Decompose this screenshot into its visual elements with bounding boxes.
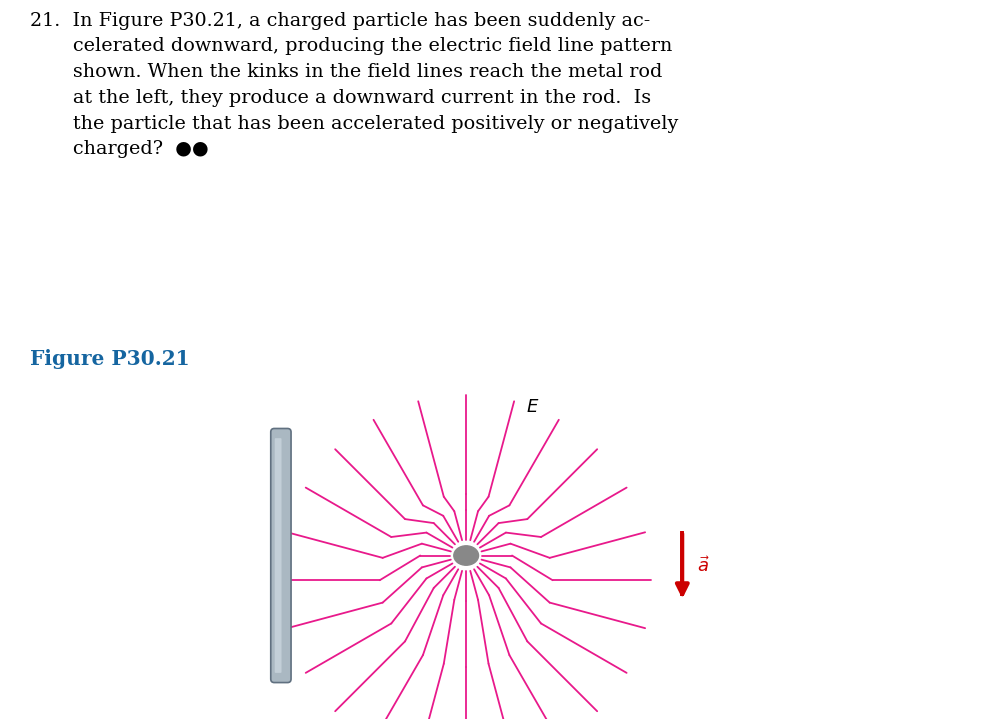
Text: $\vec{a}$: $\vec{a}$ [697,556,710,576]
FancyBboxPatch shape [275,439,282,673]
Text: $E$: $E$ [526,399,539,416]
Ellipse shape [454,546,479,566]
Text: Figure P30.21: Figure P30.21 [30,348,190,369]
FancyBboxPatch shape [271,428,291,682]
Text: 21.  In Figure P30.21, a charged particle has been suddenly ac-
       celerated: 21. In Figure P30.21, a charged particle… [30,12,678,158]
